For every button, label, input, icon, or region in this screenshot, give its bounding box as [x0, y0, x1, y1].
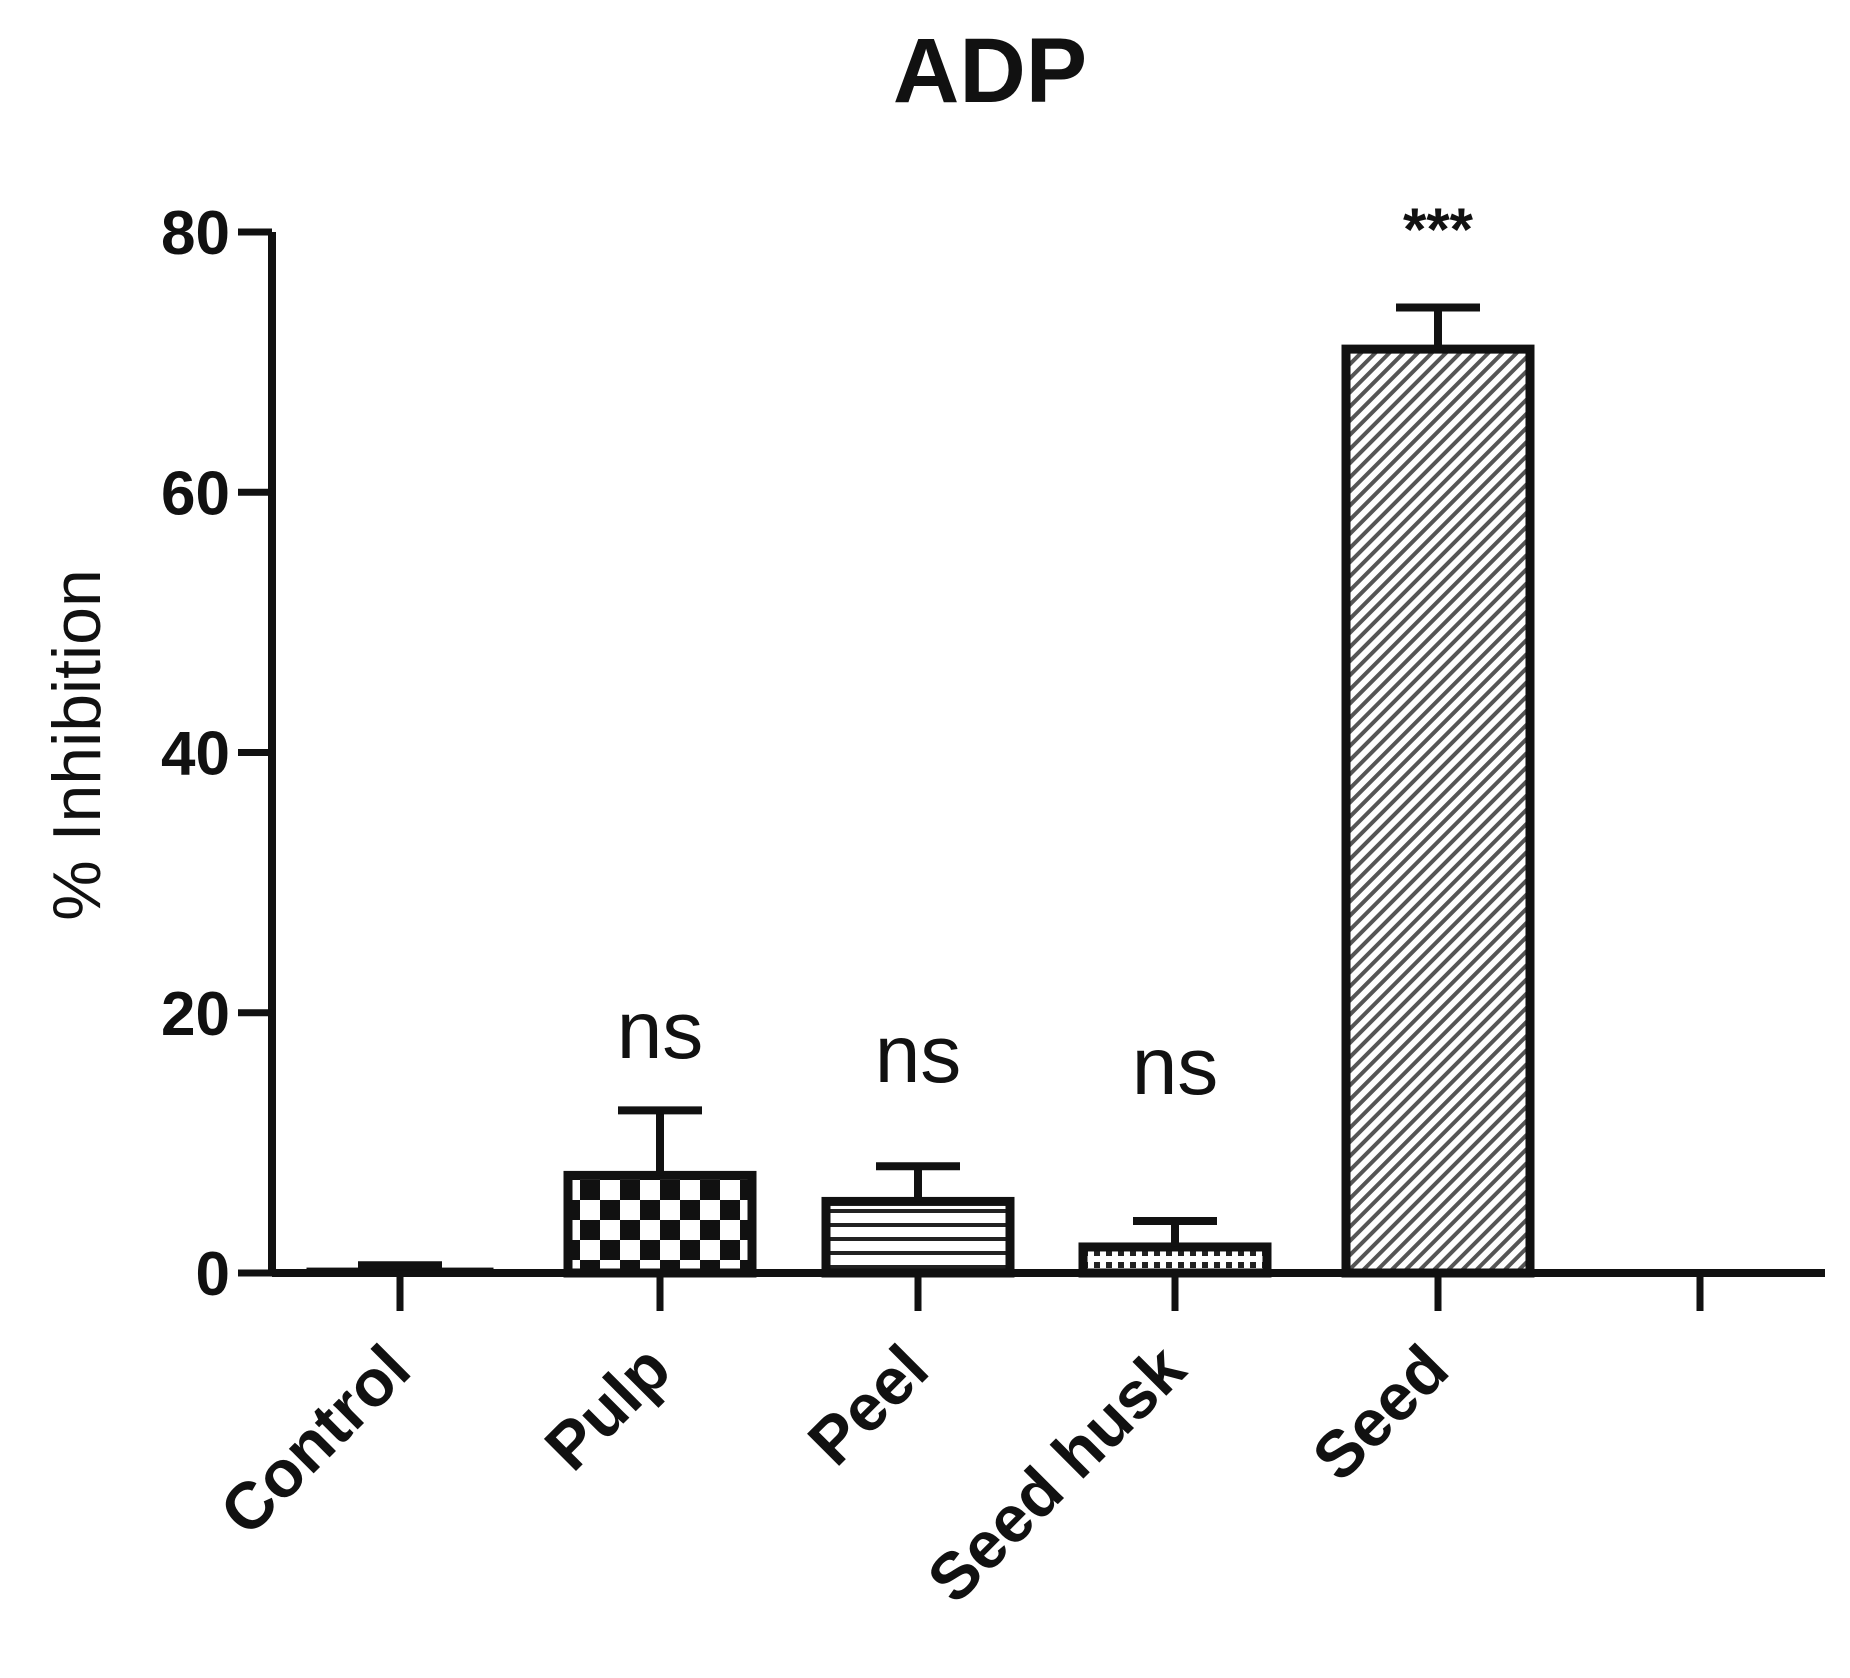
y-tick-label: 80: [161, 199, 230, 268]
y-tick-label: 60: [161, 459, 230, 528]
x-tick-label: Pulp: [530, 1331, 683, 1484]
bar-control: [306, 1267, 494, 1275]
x-tick-label: Seed husk: [913, 1330, 1199, 1616]
x-tick-label: Control: [206, 1331, 424, 1549]
significance-annotations: ns ns ns ***: [617, 196, 1474, 1112]
significance-label: ***: [1403, 196, 1474, 263]
bars: [306, 344, 1535, 1278]
y-tick-label: 20: [161, 980, 230, 1049]
bar-pulp: [563, 1170, 757, 1278]
x-axis: [272, 1269, 1825, 1311]
significance-label: ns: [617, 985, 704, 1076]
significance-label: ns: [875, 1009, 962, 1100]
bar-seed: [1341, 344, 1535, 1278]
x-tick-label: Seed: [1298, 1331, 1462, 1495]
y-tick-label: 0: [196, 1240, 230, 1309]
y-axis-label: % Inhibition: [39, 569, 115, 921]
significance-label: ns: [1132, 1021, 1219, 1112]
bar-seed-husk: [1078, 1242, 1272, 1278]
chart-title: ADP: [893, 20, 1087, 122]
y-tick-label: 40: [161, 720, 230, 789]
bar-peel: [821, 1196, 1015, 1278]
error-bars: [358, 303, 1480, 1270]
y-axis: 0 20 40 60 80: [161, 199, 276, 1309]
x-tick-label: Peel: [794, 1331, 942, 1479]
